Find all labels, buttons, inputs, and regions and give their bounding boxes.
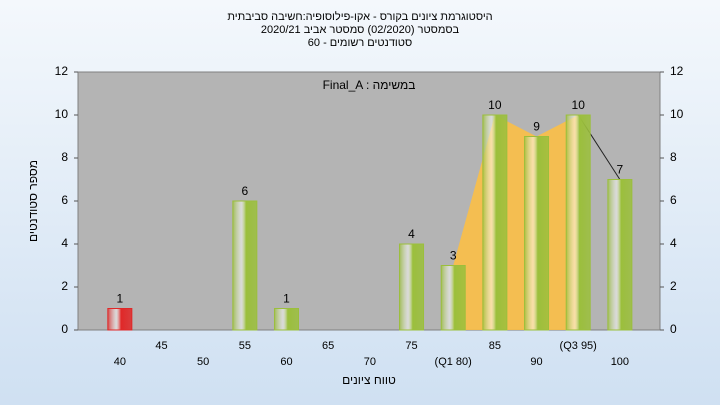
annotation: Final_A : במשימה [323, 78, 416, 92]
y-tick-label: 4 [61, 236, 68, 250]
value-label: 1 [283, 292, 290, 306]
y-tick-label: 2 [670, 279, 677, 293]
x-tick-label: 40 [114, 356, 126, 368]
x-tick-label: (Q1 80) [435, 356, 472, 368]
value-label: 9 [533, 120, 540, 134]
chart-title: היסטוגרמת ציונים בקורס - אקו-פילוסופיה:ח… [227, 10, 492, 23]
y-tick-label: 4 [670, 236, 677, 250]
x-tick-label: 70 [364, 356, 376, 368]
y-tick-label: 10 [55, 107, 69, 121]
bar [232, 200, 258, 331]
bar [524, 136, 550, 331]
chart-subtitle: בסמסטר (02/2020) סמסטר אביב 2020/21 [261, 24, 460, 36]
y-tick-label: 0 [61, 322, 68, 336]
y-axis-label: מספר סטודנטים [26, 160, 40, 242]
y-tick-label: 6 [670, 193, 677, 207]
x-tick-label: 90 [530, 356, 542, 368]
x-tick-label: 85 [489, 340, 501, 352]
x-tick-label: (Q3 95) [560, 340, 597, 352]
y-tick-label: 10 [670, 107, 684, 121]
bar [607, 179, 633, 331]
bar [440, 265, 466, 331]
bar [565, 114, 591, 331]
x-tick-label: 60 [280, 356, 292, 368]
value-label: 10 [572, 98, 586, 112]
value-label: 3 [450, 249, 457, 263]
y-tick-label: 8 [670, 150, 677, 164]
x-tick-label: 100 [611, 356, 629, 368]
value-label: 6 [242, 184, 249, 198]
x-tick-label: 55 [239, 340, 251, 352]
value-label: 1 [116, 292, 123, 306]
value-label: 10 [488, 98, 502, 112]
y-tick-label: 12 [55, 64, 69, 78]
x-tick-label: 65 [322, 340, 334, 352]
bar [399, 243, 425, 331]
value-label: 7 [617, 163, 624, 177]
x-tick-label: 45 [155, 340, 167, 352]
y-tick-label: 0 [670, 322, 677, 336]
x-axis-label: טווח ציונים [342, 373, 396, 387]
y-tick-label: 8 [61, 150, 68, 164]
value-label: 4 [408, 227, 415, 241]
bar [274, 308, 300, 331]
x-tick-label: 75 [405, 340, 417, 352]
y-tick-label: 6 [61, 193, 68, 207]
y-tick-label: 12 [670, 64, 684, 78]
bar [107, 308, 133, 331]
bar [482, 114, 508, 331]
chart-subtitle: סטודנטים רשומים - 60 [308, 37, 412, 49]
x-tick-label: 50 [197, 356, 209, 368]
y-tick-label: 2 [61, 279, 68, 293]
